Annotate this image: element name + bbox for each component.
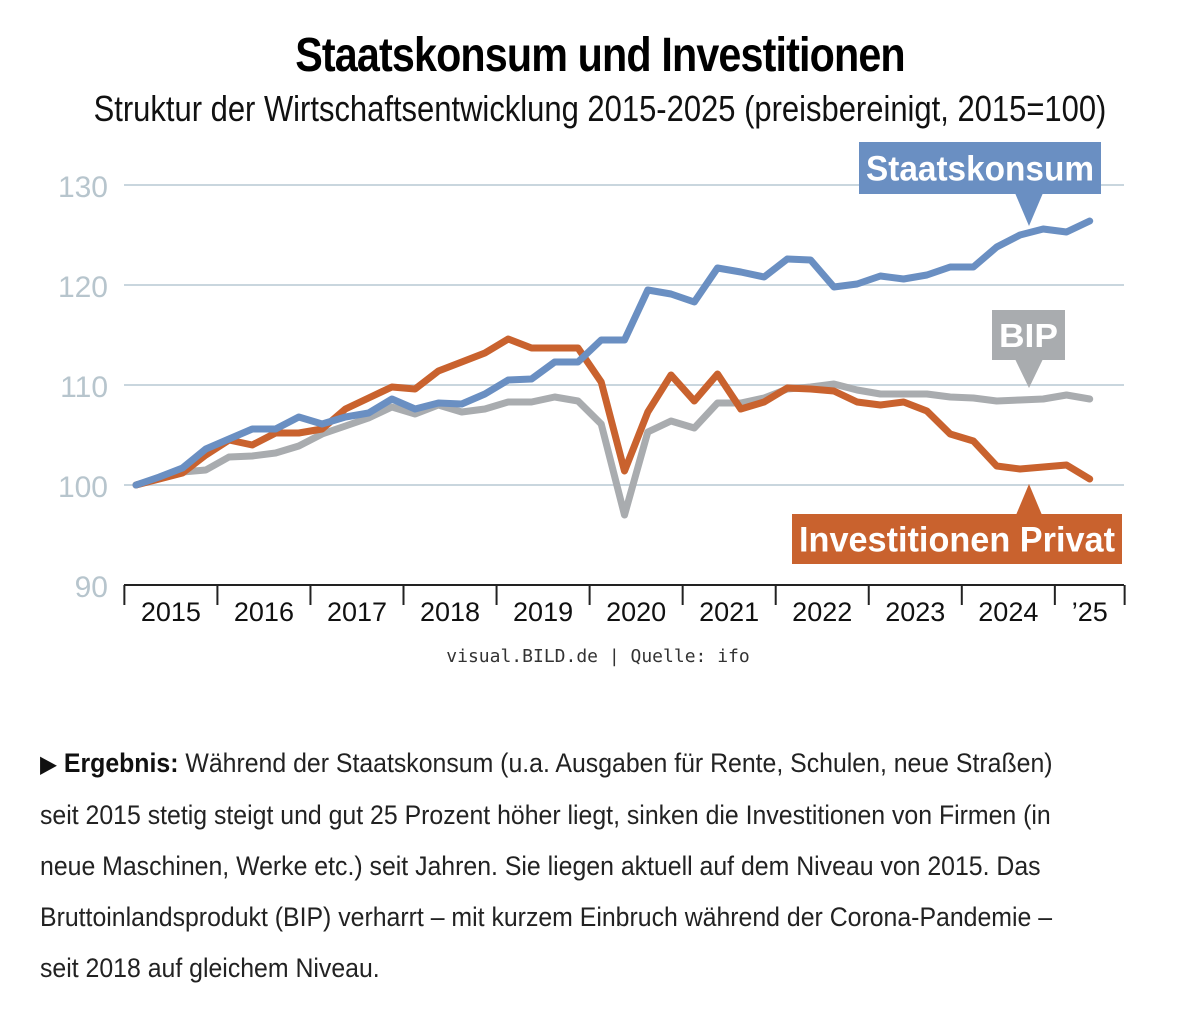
series-line-investitionen-privat xyxy=(132,335,1094,489)
label-text-staatskonsum: Staatskonsum xyxy=(866,150,1094,189)
result-paragraph: ▶ Ergebnis: Während der Staatskonsum (u.… xyxy=(40,738,1070,994)
source-note: visual.BILD.de | Quelle: ifo xyxy=(446,646,750,667)
bullet-arrow-icon: ▶ xyxy=(40,751,57,778)
y-tick-labels: 90 100 110 120 130 xyxy=(58,171,108,604)
series-labels: Staatskonsum BIP Investitionen Privat xyxy=(792,142,1122,564)
y-tick-label: 90 xyxy=(75,571,108,604)
x-tick-label: 2020 xyxy=(606,597,666,627)
x-tick-label: 2024 xyxy=(978,597,1038,627)
x-tick-label: 2017 xyxy=(327,597,387,627)
label-bip: BIP xyxy=(992,310,1065,388)
x-tick-label: 2023 xyxy=(885,597,945,627)
y-tick-label: 110 xyxy=(60,371,108,404)
label-text-bip: BIP xyxy=(999,317,1058,354)
result-text: Während der Staatskonsum (u.a. Ausgaben … xyxy=(40,748,1053,983)
x-tick-label: 2016 xyxy=(234,597,294,627)
label-investitionen-privat: Investitionen Privat xyxy=(792,484,1122,564)
label-staatskonsum: Staatskonsum xyxy=(859,142,1101,226)
result-label: Ergebnis: xyxy=(63,748,179,778)
chart-title: Staatskonsum und Investitionen xyxy=(295,29,905,82)
x-tick-label: 2019 xyxy=(513,597,573,627)
chart-subtitle: Struktur der Wirtschaftsentwicklung 2015… xyxy=(93,88,1107,129)
y-tick-label: 100 xyxy=(58,471,108,504)
x-tick-label: 2018 xyxy=(420,597,480,627)
series-line-bip xyxy=(132,380,1094,519)
series-lines xyxy=(132,217,1094,519)
y-tick-label: 130 xyxy=(58,171,108,204)
x-tick-label: 2022 xyxy=(792,597,852,627)
y-tick-label: 120 xyxy=(58,271,108,304)
label-text-investitionen-privat: Investitionen Privat xyxy=(799,521,1115,560)
series-line-staatskonsum xyxy=(132,217,1094,489)
x-tick-label: ’25 xyxy=(1072,597,1108,627)
x-tick-label: 2015 xyxy=(141,597,201,627)
x-tick-label: 2021 xyxy=(699,597,759,627)
x-axis: 2015 2016 2017 2018 2019 2020 2021 2022 2023 2024… xyxy=(123,584,1126,627)
